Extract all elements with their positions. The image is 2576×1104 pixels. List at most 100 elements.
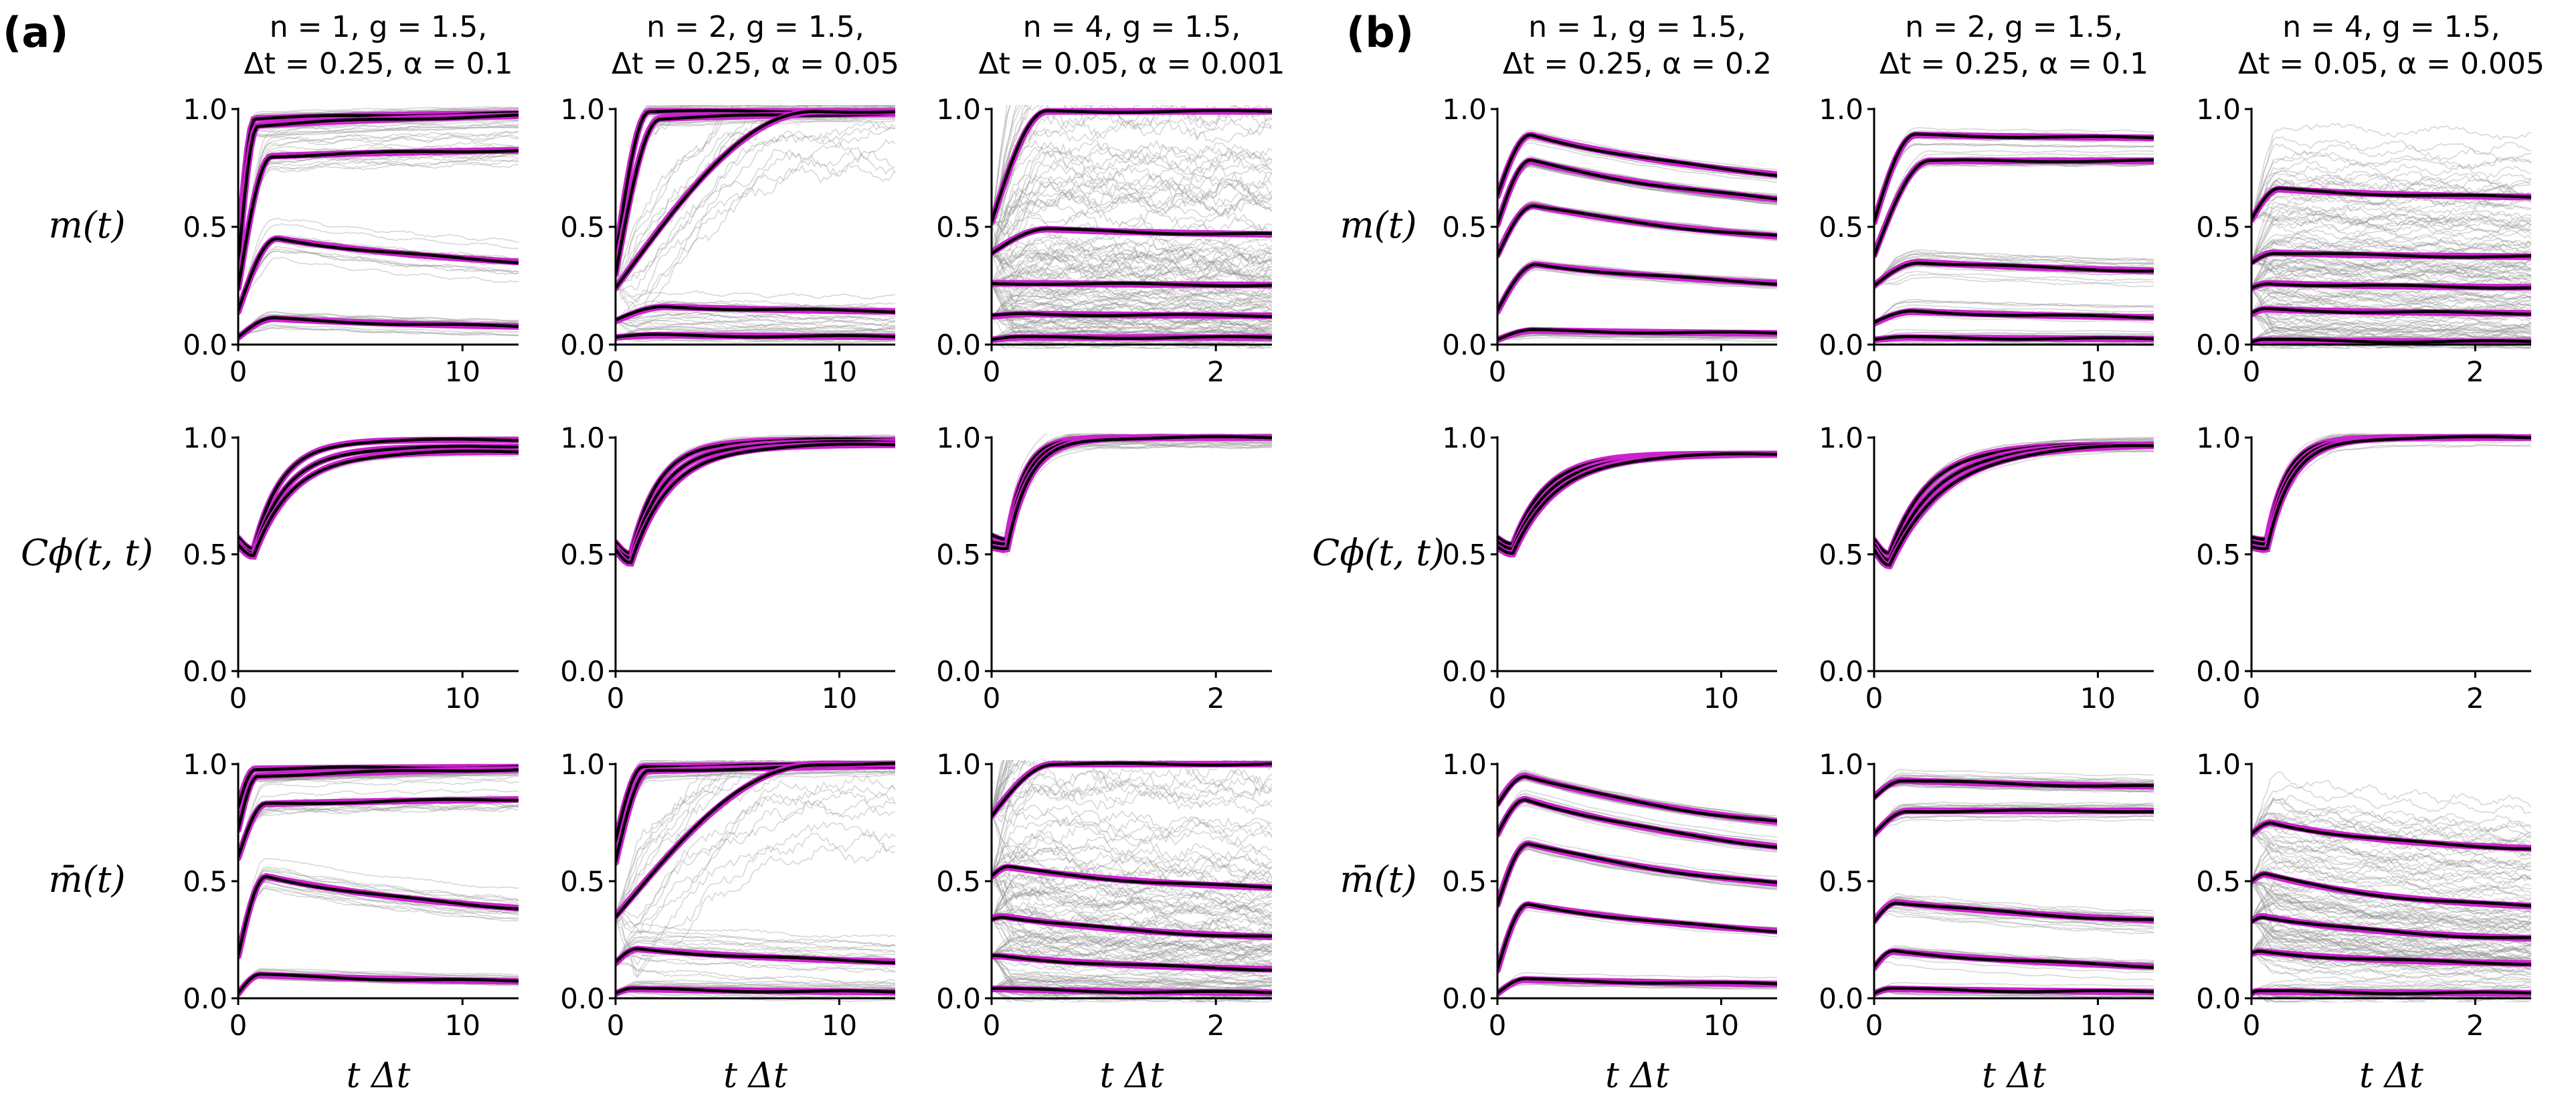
trajectory-line [2251,937,2531,955]
trajectory-line [616,116,895,274]
trajectory-line [1497,164,1777,225]
y-tick-label: 1.0 [1819,748,1863,781]
trajectory-line [2251,434,2344,543]
trajectory-line [2251,879,2531,929]
y-tick-label: 0.0 [1819,655,1863,688]
mean-curve [2251,187,2531,221]
trajectory-line [238,868,519,956]
trajectory-line [992,302,1272,318]
trajectory-line [616,931,895,963]
trajectory-line [992,915,1272,951]
trajectory-line [2251,267,2531,290]
trajectory-line [616,311,895,322]
trajectory-line [238,788,519,859]
ensemble-trajectories [1497,450,1777,557]
trajectory-line [2251,286,2531,337]
trajectory-line [238,246,519,312]
trajectory-line [238,108,519,251]
trajectory-line [1874,896,2154,922]
trajectory-line [238,126,519,262]
trajectory-line [1874,253,2154,287]
trajectory-line [238,857,519,957]
trajectory-line [1874,774,2154,798]
trajectory-line [1874,907,2154,927]
trajectory-line [1497,848,1777,905]
trajectory-line [1874,254,2154,286]
trajectory-line [1497,779,1777,827]
trajectory-line [2251,879,2531,933]
x-tick-label: 10 [444,355,480,388]
x-tick-label: 0 [983,682,1001,715]
trajectory-line [616,760,731,913]
trajectory-line [1874,134,2154,223]
trajectory-line [1497,792,1777,842]
trajectory-line [2251,257,2531,288]
trajectory-line [992,434,1082,548]
trajectory-line [1874,895,2154,921]
mean-curve [616,111,895,276]
trajectory-line [238,124,519,263]
trajectory-line [2251,151,2531,219]
trajectory-line [616,769,895,862]
trajectory-line [2251,919,2531,953]
trajectory-line [1874,814,2154,836]
trajectory-line [1874,127,2154,223]
trajectory-line [1497,165,1777,225]
trajectory-line [616,935,895,963]
y-tick-label: 0.0 [2196,655,2241,688]
trajectory-line [2251,287,2531,307]
trajectory-line [1497,804,1777,852]
trajectory-line [616,328,895,339]
trajectory-line [2251,435,2531,549]
x-tick-label: 0 [1865,682,1883,715]
trajectory-line [616,105,895,258]
mean-curve [616,947,895,965]
trajectory-line [992,944,1272,964]
trajectory-line [2251,434,2531,539]
trajectory-line [1874,161,2154,256]
trajectory-line [2251,232,2531,263]
trajectory-line [616,319,895,329]
trajectory-line [1874,143,2154,223]
trajectory-line [616,310,895,322]
trajectory-line [1497,905,1777,970]
trajectory-line [2251,216,2531,234]
ensemble-trajectories [1497,769,1777,997]
trajectory-line [616,319,895,332]
trajectory-line [616,105,895,258]
trajectory-line [1874,300,2154,324]
y-tick-label: 1.0 [1442,748,1487,781]
trajectory-line [2251,187,2531,221]
trajectory-line [992,192,1272,254]
trajectory-line [992,158,1272,228]
trajectory-line [992,434,1076,544]
trajectory-line [992,434,1270,539]
trajectory-line [2251,814,2531,844]
trajectory-line [238,248,519,312]
trajectory-line [992,249,1272,286]
trajectory-line [992,866,1272,899]
mean-curve [616,761,895,919]
trajectory-line [992,321,1272,341]
trajectory-line [992,297,1272,318]
trajectory-line [1874,339,2154,344]
trajectory-line [2251,314,2531,337]
trajectory-line [2251,951,2531,973]
trajectory-line [2251,434,2531,550]
trajectory-line [2251,800,2531,838]
trajectory-line [238,134,519,289]
trajectory-line [238,772,519,830]
x-tick-label: 10 [822,355,857,388]
trajectory-line [2251,919,2531,961]
trajectory-line [992,434,1084,548]
trajectory-line [992,988,1272,1000]
trajectory-line [2251,258,2531,277]
trajectory-line [238,870,519,957]
y-tick-label: 1.0 [183,748,227,781]
trajectory-line [992,874,1272,923]
trajectory-line [2251,438,2531,547]
ensemble-trajectories [992,105,1272,349]
theory-curve [1874,808,2154,838]
trajectory-line [2251,209,2531,230]
trajectory-line [616,963,895,986]
